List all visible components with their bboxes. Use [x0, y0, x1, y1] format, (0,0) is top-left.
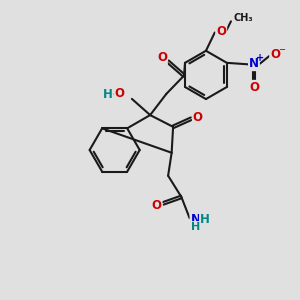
Text: CH₃: CH₃: [233, 13, 253, 23]
Text: O: O: [193, 111, 203, 124]
Text: +: +: [256, 53, 264, 63]
Text: ⁻: ⁻: [278, 46, 285, 59]
Text: O: O: [115, 87, 124, 100]
Text: H: H: [200, 213, 210, 226]
Text: N: N: [249, 57, 259, 70]
Text: O: O: [157, 52, 167, 64]
Text: H: H: [191, 222, 200, 232]
Text: O: O: [249, 81, 259, 94]
Text: O: O: [152, 199, 162, 212]
Text: O: O: [270, 48, 280, 61]
Text: N: N: [190, 213, 200, 226]
Text: H: H: [103, 88, 113, 101]
Text: O: O: [216, 25, 226, 38]
